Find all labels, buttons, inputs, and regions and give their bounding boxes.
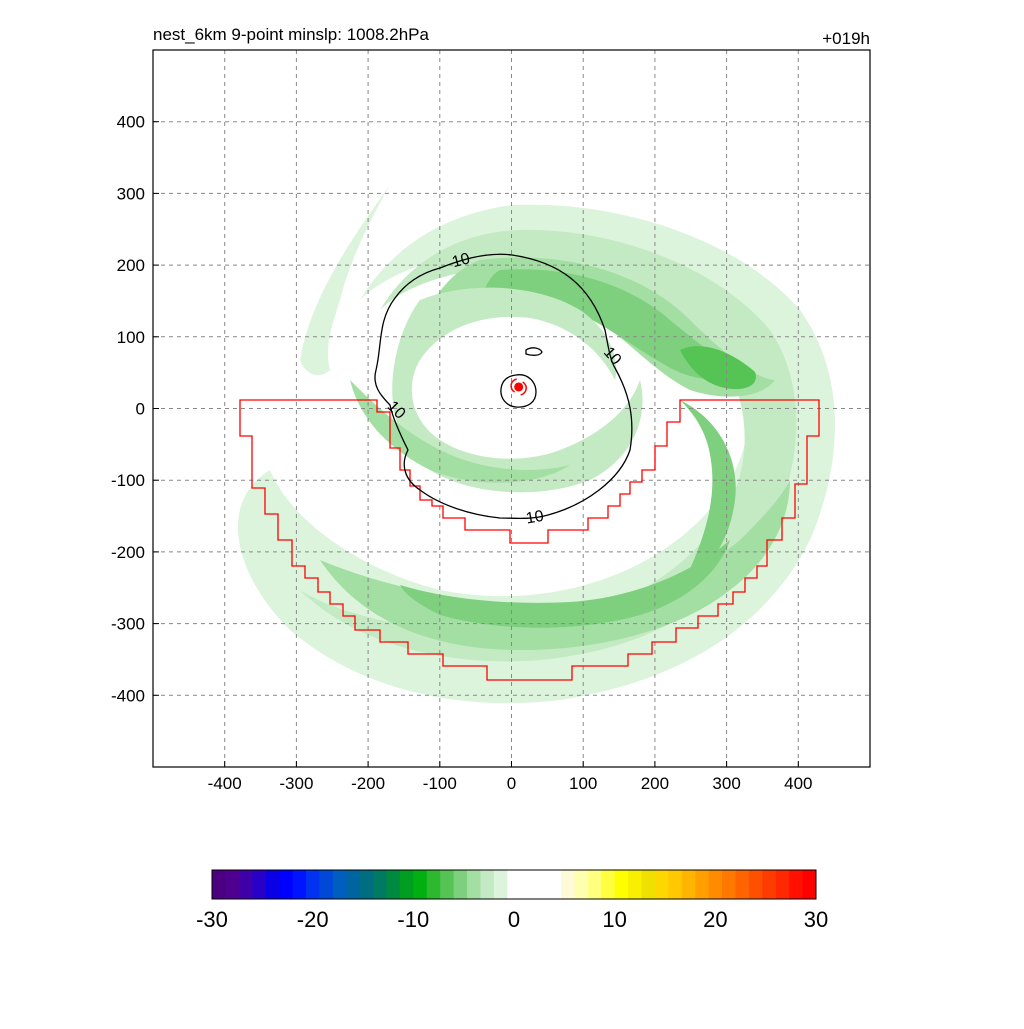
colorbar-swatch [601,870,616,899]
band-lower-core [400,540,730,628]
x-axis: -400 -300 -200 -100 0 100 200 300 400 [208,761,812,793]
storm-center-dot [514,382,524,392]
colorbar-swatch [252,870,267,899]
contour-10-outer [374,253,633,520]
y-tick-label: -200 [111,543,145,562]
colorbar-swatch [279,870,294,899]
colorbar-swatch [265,870,280,899]
y-tick-label: 100 [117,328,145,347]
colorbar-swatch [413,870,428,899]
contour-label-bottom: 10 [525,508,546,528]
band-left-arm [300,185,390,376]
contour-10-small [525,347,543,356]
colorbar-swatch [520,870,535,899]
colorbar-swatch [493,870,508,899]
colorbar-swatch [332,870,347,899]
colorbar-swatch [305,870,320,899]
chart-title: nest_6km 9-point minslp: 1008.2hPa [153,25,429,44]
y-tick-label: 200 [117,256,145,275]
band-outer-mid [300,229,797,662]
colorbar-swatch [775,870,790,899]
colorbar-swatch [614,870,629,899]
colorbar-swatch [681,870,696,899]
colorbar-swatch [762,870,777,899]
x-tick-label: 0 [507,774,516,793]
colorbar-swatch [574,870,589,899]
contour-10-eye [500,374,537,408]
colorbar-swatch [238,870,253,899]
colorbar-swatch [359,870,374,899]
colorbar-tick-label: 0 [508,907,520,932]
red-region-outline [239,399,820,681]
band-inner-swirl [392,287,643,493]
colorbar-swatch [708,870,723,899]
colorbar-swatch [225,870,240,899]
colorbar-swatch [534,870,549,899]
x-tick-label: -200 [351,774,385,793]
colorbar-tick-labels: -30 -20 -10 0 10 20 30 [196,907,828,932]
y-axis: -400 -300 -200 -100 0 100 200 300 400 [111,113,159,705]
colorbar-swatch [480,870,495,899]
x-tick-label: -300 [279,774,313,793]
colorbar-swatch [789,870,804,899]
contour-label-top: 10 [450,250,472,271]
x-tick-label: 100 [569,774,597,793]
colorbar-swatch [735,870,750,899]
y-tick-label: 0 [136,400,145,419]
colorbar-swatch [346,870,361,899]
colorbar-swatch [654,870,669,899]
colorbar-swatch [399,870,414,899]
colorbar-swatch [212,870,226,899]
colorbar-tick-label: 30 [804,907,828,932]
colorbar [211,869,817,900]
y-tick-label: -400 [111,686,145,705]
colorbar-swatch [467,870,481,899]
storm-center-marker [510,378,527,396]
y-tick-label: 400 [117,113,145,132]
shaded-field [237,185,836,704]
colorbar-swatch [507,870,522,899]
y-tick-label: -300 [111,615,145,634]
band-upper-peak [680,346,756,390]
x-tick-label: 400 [784,774,812,793]
colorbar-swatch [802,870,817,899]
colorbar-swatch [628,870,643,899]
colorbar-swatch [722,870,736,899]
colorbar-tick-label: -20 [297,907,329,932]
colorbar-frame [211,869,817,900]
time-label: +019h [822,29,870,48]
colorbar-swatch [668,870,683,899]
colorbar-tick-label: -30 [196,907,228,932]
colorbar-tick-label: -10 [397,907,429,932]
colorbar-swatch [386,870,401,899]
y-tick-label: -100 [111,471,145,490]
colorbar-swatch [319,870,334,899]
colorbar-swatch [641,870,656,899]
colorbar-tick-label: 20 [703,907,727,932]
band-right-ring [680,400,736,590]
colorbar-swatch [453,870,468,899]
band-inner-left [350,380,570,483]
colorbar-swatch [695,870,710,899]
x-tick-label: 200 [641,774,669,793]
colorbar-swatch [292,870,307,899]
x-tick-label: -400 [208,774,242,793]
colorbar-swatch [440,870,455,899]
colorbar-swatch [373,870,387,899]
x-tick-label: -100 [423,774,457,793]
colorbar-swatch [587,870,602,899]
y-tick-label: 300 [117,184,145,203]
colorbar-tick-label: 10 [602,907,626,932]
colorbar-swatch [426,870,441,899]
storm-center-swirl [510,378,527,396]
x-tick-label: 300 [712,774,740,793]
colorbar-swatch [547,870,562,899]
colorbar-swatch [748,870,763,899]
colorbar-swatch [560,870,575,899]
